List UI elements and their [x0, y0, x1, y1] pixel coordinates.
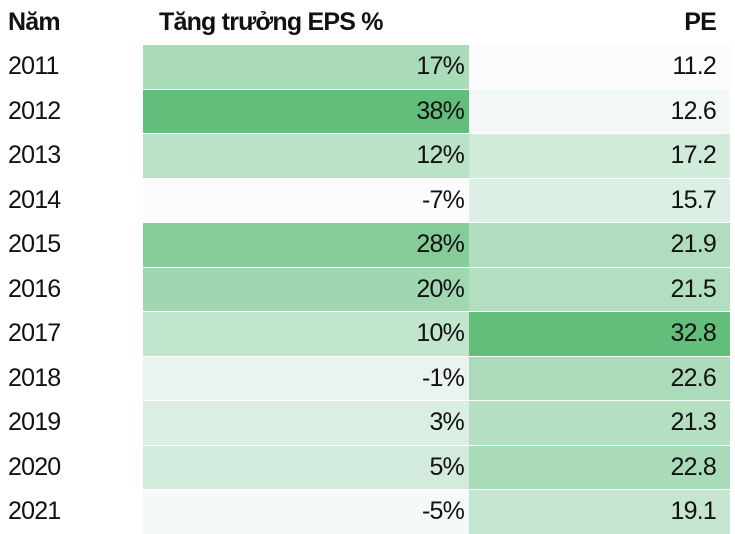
- year-cell: 2016: [0, 266, 143, 312]
- table-row: 2019 3% 21.3: [0, 400, 730, 445]
- value-cell: 21.9: [469, 222, 730, 267]
- table-row: 2018 -1% 22.6: [0, 355, 730, 401]
- table-row: 2021 -5% 19.1: [0, 489, 730, 534]
- table-row: 2020 5% 22.8: [0, 444, 730, 490]
- table-body: 2011 17% 11.2 2012 38% 12.6 2013 12% 17.2 2014 -7%…: [0, 44, 730, 534]
- table-header: Năm Tăng trưởng EPS % PE: [0, 0, 730, 45]
- year-cell: 2020: [0, 444, 143, 490]
- value-cell: 38%: [143, 88, 469, 134]
- table-row: 2012 38% 12.6: [0, 88, 730, 134]
- table-row: 2013 12% 17.2: [0, 133, 730, 178]
- value-cell: 17.2: [469, 133, 730, 178]
- header-row: Năm Tăng trưởng EPS % PE: [0, 0, 730, 45]
- value-cell: -7%: [143, 177, 469, 223]
- value-cell: 22.6: [469, 355, 730, 401]
- header-cell: PE: [684, 7, 717, 36]
- value-cell: 20%: [143, 266, 469, 312]
- year-cell: 2015: [0, 222, 143, 267]
- value-cell: 19.1: [469, 489, 730, 534]
- year-cell: 2011: [0, 44, 143, 89]
- table-row: 2014 -7% 15.7: [0, 177, 730, 223]
- year-cell: 2017: [0, 311, 143, 356]
- year-cell: 2019: [0, 400, 143, 445]
- table-row: 2017 10% 32.8: [0, 311, 730, 356]
- year-cell: 2014: [0, 177, 143, 223]
- value-cell: 22.8: [469, 444, 730, 490]
- value-cell: -5%: [143, 489, 469, 534]
- table-row: 2015 28% 21.9: [0, 222, 730, 267]
- value-cell: 5%: [143, 444, 469, 490]
- value-cell: 21.5: [469, 266, 730, 312]
- value-cell: 32.8: [469, 311, 730, 356]
- value-cell: 10%: [143, 311, 469, 356]
- year-cell: 2021: [0, 489, 143, 534]
- table-row: 2016 20% 21.5: [0, 266, 730, 312]
- value-cell: 28%: [143, 222, 469, 267]
- value-cell: 3%: [143, 400, 469, 445]
- year-cell: 2018: [0, 355, 143, 401]
- header-cell: Năm: [8, 7, 61, 36]
- header-cell: Tăng trưởng EPS %: [159, 7, 383, 36]
- value-cell: 21.3: [469, 400, 730, 445]
- year-cell: 2012: [0, 88, 143, 134]
- year-cell: 2013: [0, 133, 143, 178]
- value-cell: 12.6: [469, 88, 730, 134]
- value-cell: -1%: [143, 355, 469, 401]
- value-cell: 11.2: [469, 44, 730, 89]
- table-row: 2011 17% 11.2: [0, 44, 730, 89]
- value-cell: 17%: [143, 44, 469, 89]
- value-cell: 12%: [143, 133, 469, 178]
- value-cell: 15.7: [469, 177, 730, 223]
